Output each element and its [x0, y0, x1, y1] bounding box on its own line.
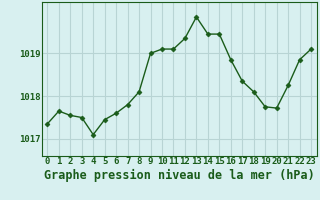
X-axis label: Graphe pression niveau de la mer (hPa): Graphe pression niveau de la mer (hPa)	[44, 169, 315, 182]
